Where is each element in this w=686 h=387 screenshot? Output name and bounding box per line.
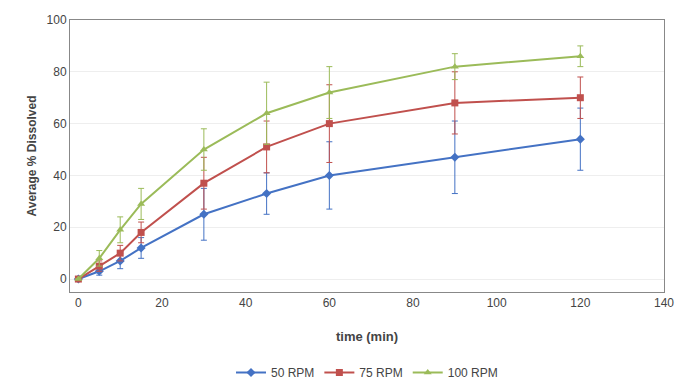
- svg-text:40: 40: [53, 169, 67, 183]
- svg-text:100 RPM: 100 RPM: [448, 366, 498, 380]
- svg-text:60: 60: [323, 296, 337, 310]
- svg-text:100: 100: [47, 13, 67, 27]
- svg-text:20: 20: [53, 220, 67, 234]
- svg-text:0: 0: [60, 272, 67, 286]
- svg-text:120: 120: [570, 296, 590, 310]
- svg-text:60: 60: [53, 117, 67, 131]
- svg-text:140: 140: [654, 296, 674, 310]
- svg-text:80: 80: [53, 65, 67, 79]
- svg-text:Average % Dissolved: Average % Dissolved: [25, 96, 39, 217]
- svg-text:50 RPM: 50 RPM: [271, 366, 314, 380]
- svg-text:20: 20: [155, 296, 169, 310]
- svg-text:40: 40: [239, 296, 253, 310]
- svg-text:0: 0: [75, 296, 82, 310]
- svg-text:75 RPM: 75 RPM: [359, 366, 402, 380]
- svg-text:time (min): time (min): [336, 329, 398, 344]
- svg-text:100: 100: [487, 296, 507, 310]
- svg-text:80: 80: [406, 296, 420, 310]
